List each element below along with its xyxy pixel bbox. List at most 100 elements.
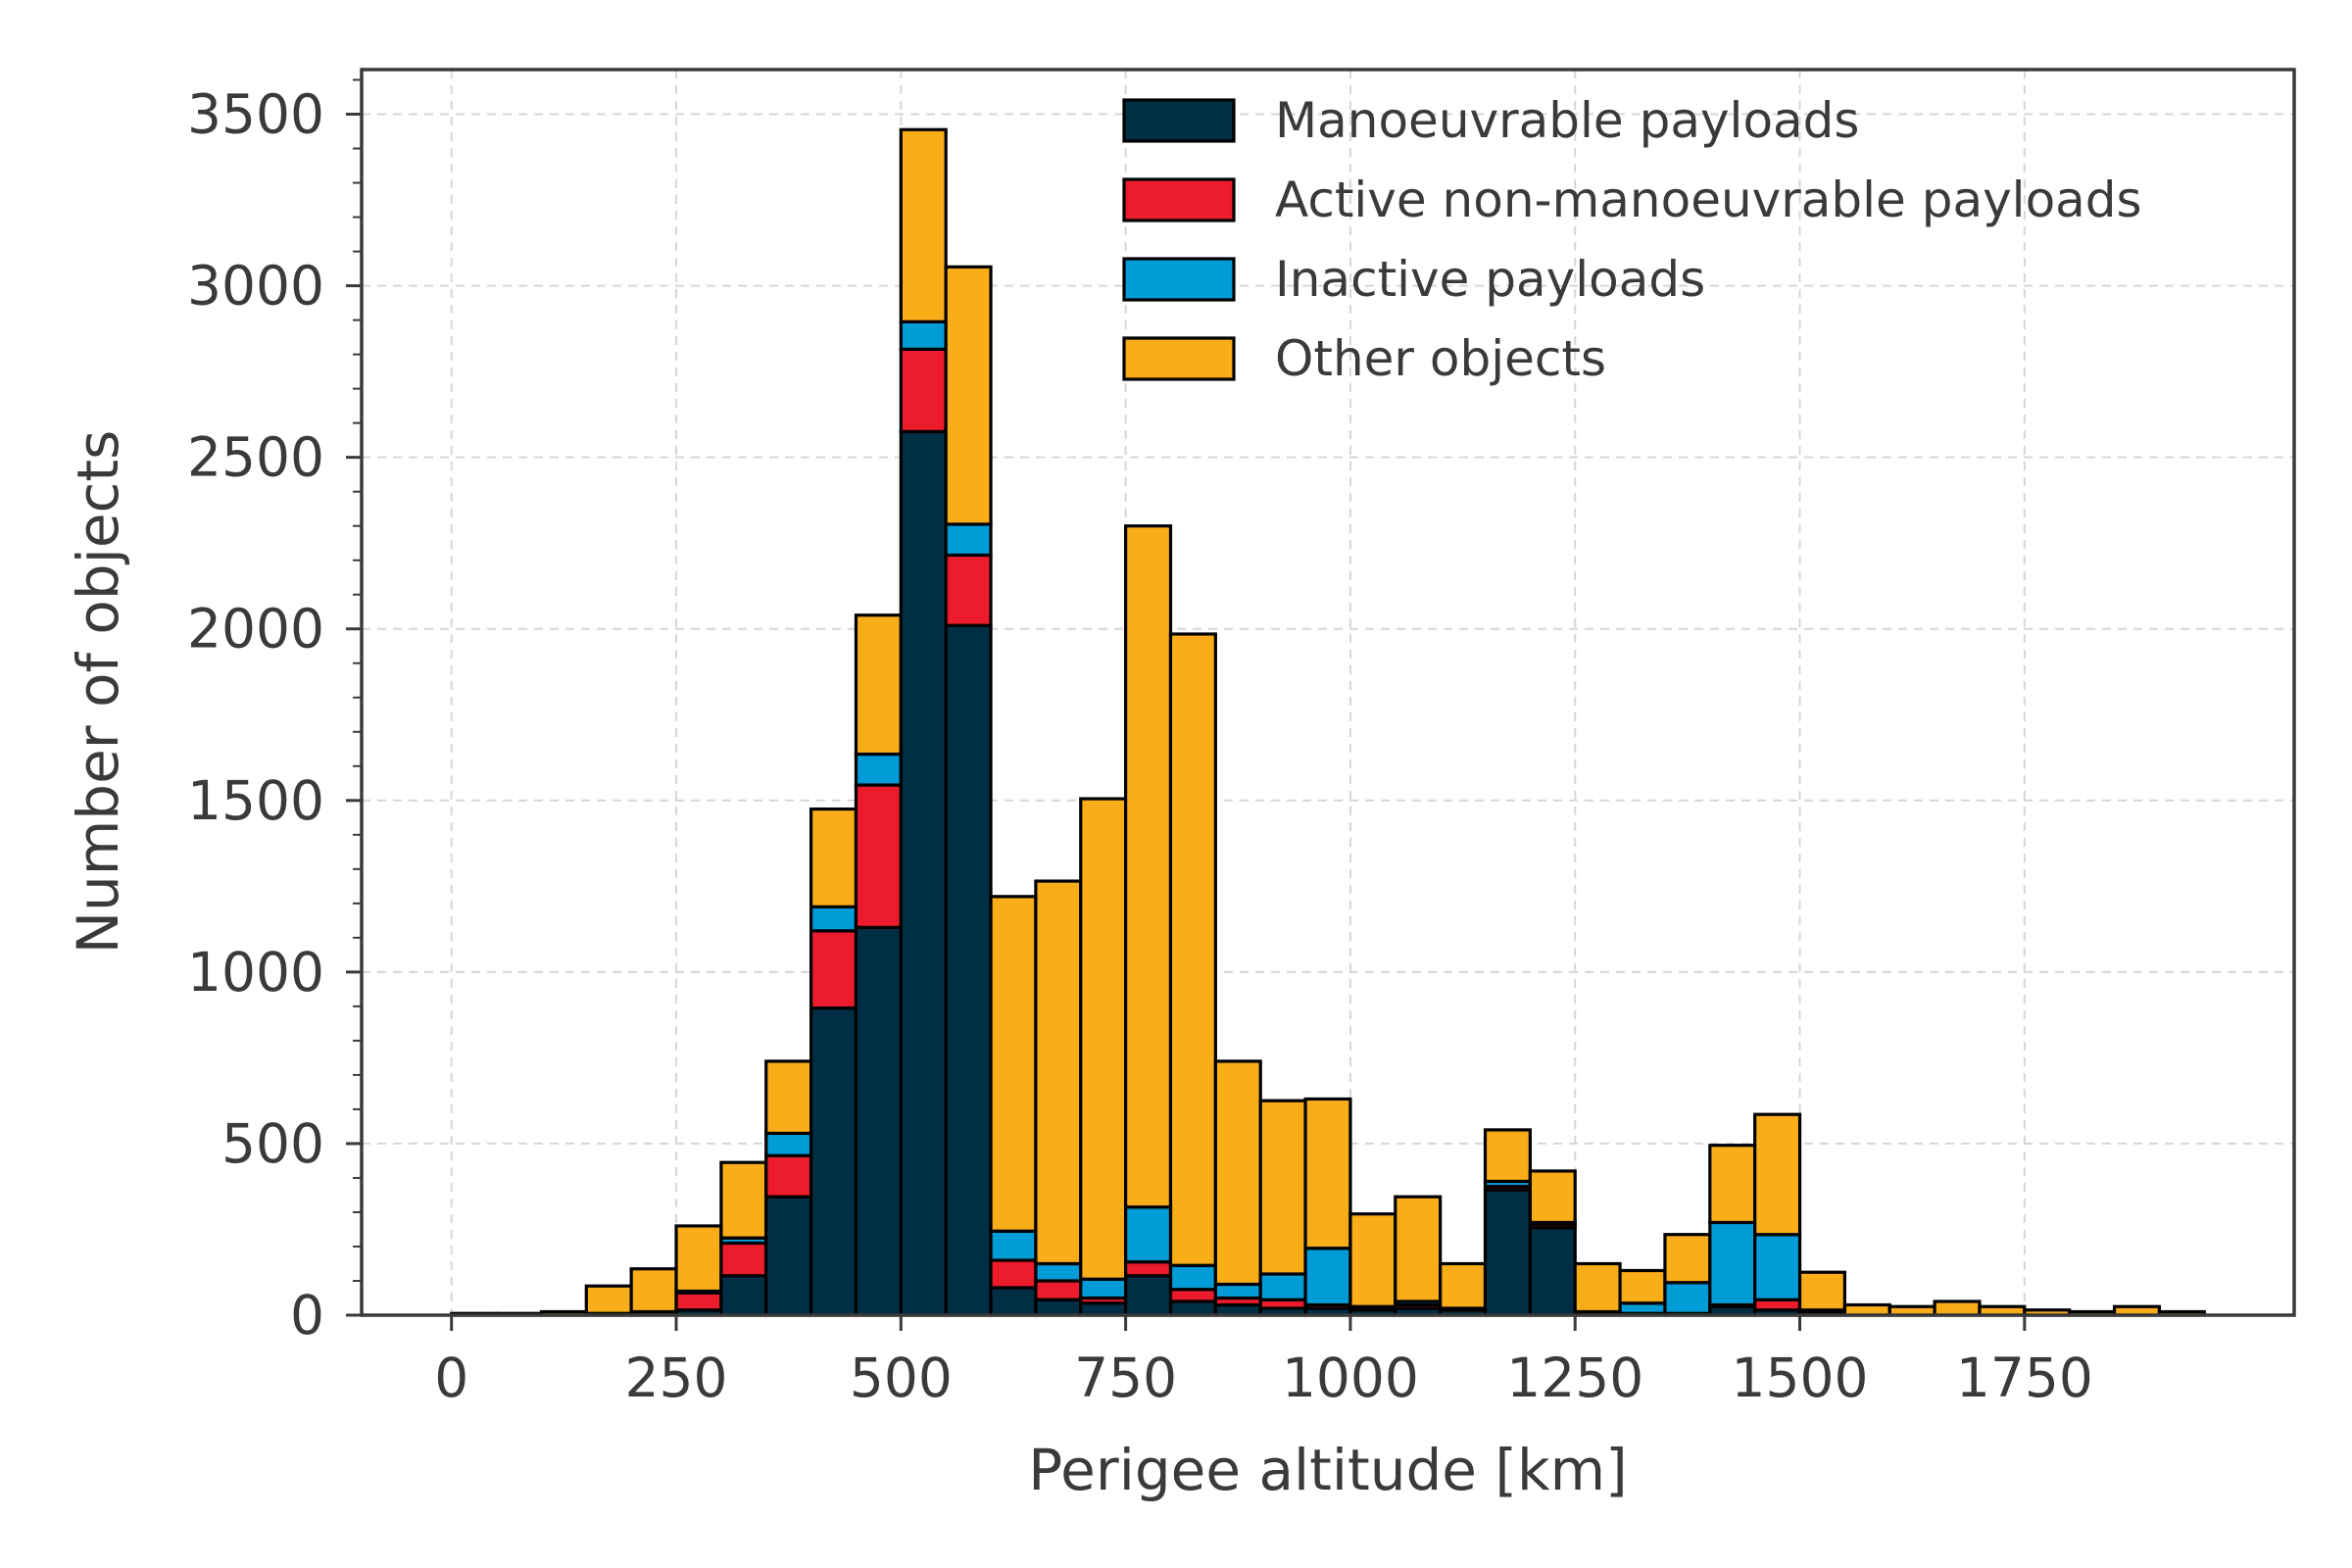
bar-segment-other-objects-1300 bbox=[1618, 1268, 1667, 1305]
bar-segment-other-objects-1500 bbox=[1797, 1270, 1846, 1312]
bar-segment-inactive-payloads-700 bbox=[1079, 1277, 1128, 1300]
bar-segment-inactive-payloads-800 bbox=[1168, 1263, 1217, 1292]
y-tick-label: 2000 bbox=[187, 598, 324, 661]
x-tick-label: 1500 bbox=[1732, 1347, 1869, 1409]
bar-segment-other-objects-500 bbox=[899, 127, 948, 323]
bars-layer bbox=[450, 127, 2206, 1317]
bar-segment-inactive-payloads-600 bbox=[989, 1229, 1038, 1262]
bar-segment-manoeuvrable-payloads-550 bbox=[944, 623, 993, 1317]
x-tick-label: 1000 bbox=[1282, 1347, 1419, 1409]
bar-segment-active-non-manoeuvrable-payloads-500 bbox=[899, 347, 948, 433]
bar-segment-inactive-payloads-650 bbox=[1034, 1261, 1083, 1283]
bar-segment-inactive-payloads-950 bbox=[1303, 1247, 1352, 1307]
bar-segment-inactive-payloads-450 bbox=[854, 752, 903, 787]
bar-segment-other-objects-950 bbox=[1303, 1097, 1352, 1250]
bar-segment-other-objects-1400 bbox=[1708, 1144, 1757, 1225]
bar-segment-inactive-payloads-500 bbox=[899, 319, 948, 351]
bar-segment-inactive-payloads-550 bbox=[944, 522, 993, 558]
bar-segment-other-objects-900 bbox=[1258, 1099, 1307, 1276]
bar-segment-other-objects-1450 bbox=[1753, 1112, 1802, 1237]
x-tick-label: 750 bbox=[1074, 1347, 1177, 1409]
legend-label-inactive-payloads: Inactive payloads bbox=[1275, 251, 1705, 308]
bar-segment-other-objects-1650 bbox=[1933, 1299, 1982, 1317]
bar-segment-inactive-payloads-400 bbox=[809, 905, 858, 933]
legend-swatch-other-objects bbox=[1122, 336, 1236, 381]
bar-segment-active-non-manoeuvrable-payloads-350 bbox=[764, 1153, 813, 1199]
bar-segment-other-objects-550 bbox=[944, 265, 993, 526]
bar-segment-inactive-payloads-850 bbox=[1213, 1282, 1262, 1300]
bar-segment-other-objects-850 bbox=[1213, 1059, 1262, 1287]
legend-label-active-non-manoeuvrable-payloads: Active non-manoeuvrable payloads bbox=[1275, 172, 2142, 228]
y-tick-label: 3000 bbox=[187, 255, 324, 318]
ticks-layer: 0 250 500 750 1000 1250 1500 1750 0 500 1000 1500 20… bbox=[187, 78, 2093, 1409]
bar-segment-other-objects-200 bbox=[629, 1267, 678, 1314]
x-tick-label: 500 bbox=[850, 1347, 953, 1409]
x-tick-label: 1750 bbox=[1956, 1347, 2093, 1409]
legend-label-manoeuvrable-payloads: Manoeuvrable payloads bbox=[1275, 92, 1859, 149]
bar-segment-manoeuvrable-payloads-300 bbox=[719, 1274, 768, 1317]
bar-segment-active-non-manoeuvrable-payloads-800 bbox=[1168, 1288, 1217, 1303]
bar-segment-active-non-manoeuvrable-payloads-250 bbox=[674, 1291, 723, 1312]
bar-segment-other-objects-300 bbox=[719, 1160, 768, 1240]
y-tick-label: 500 bbox=[221, 1112, 324, 1175]
bar-segment-other-objects-250 bbox=[674, 1224, 723, 1294]
bar-segment-active-non-manoeuvrable-payloads-750 bbox=[1124, 1260, 1173, 1278]
legend-swatch-manoeuvrable-payloads bbox=[1122, 98, 1236, 143]
bar-segment-manoeuvrable-payloads-600 bbox=[989, 1286, 1038, 1317]
bar-segment-inactive-payloads-350 bbox=[764, 1131, 813, 1157]
bar-segment-other-objects-1200 bbox=[1528, 1169, 1577, 1225]
bar-segment-inactive-payloads-900 bbox=[1258, 1272, 1307, 1301]
x-tick-label: 250 bbox=[625, 1347, 728, 1409]
bar-segment-active-non-manoeuvrable-payloads-650 bbox=[1034, 1279, 1083, 1301]
bar-segment-active-non-manoeuvrable-payloads-400 bbox=[809, 929, 858, 1010]
bar-segment-other-objects-1150 bbox=[1483, 1128, 1532, 1184]
y-tick-label: 0 bbox=[290, 1284, 324, 1347]
bar-segment-other-objects-1050 bbox=[1394, 1195, 1443, 1303]
bar-segment-manoeuvrable-payloads-400 bbox=[809, 1006, 858, 1317]
bar-segment-inactive-payloads-750 bbox=[1124, 1205, 1173, 1264]
legend-swatch-inactive-payloads bbox=[1122, 257, 1236, 302]
legend: Manoeuvrable payloads Active non-manoeuvr… bbox=[1122, 92, 2142, 387]
x-tick-label: 0 bbox=[434, 1347, 468, 1409]
bar-segment-manoeuvrable-payloads-1200 bbox=[1528, 1226, 1577, 1317]
x-axis-title: Perigee altitude [km] bbox=[1028, 1437, 1627, 1503]
bar-segment-manoeuvrable-payloads-1150 bbox=[1483, 1188, 1532, 1317]
x-tick-label: 1250 bbox=[1506, 1347, 1643, 1409]
bar-segment-other-objects-1350 bbox=[1663, 1233, 1712, 1285]
bar-segment-active-non-manoeuvrable-payloads-600 bbox=[989, 1258, 1038, 1290]
y-tick-label: 2500 bbox=[187, 426, 324, 489]
bar-segment-other-objects-650 bbox=[1034, 879, 1083, 1266]
bar-segment-other-objects-1100 bbox=[1439, 1261, 1488, 1310]
y-axis-title: Number of objects bbox=[65, 430, 131, 955]
plot-frame bbox=[360, 68, 2296, 1317]
bar-segment-manoeuvrable-payloads-800 bbox=[1168, 1299, 1217, 1317]
bar-segment-inactive-payloads-1450 bbox=[1753, 1233, 1802, 1301]
bar-segment-other-objects-400 bbox=[809, 807, 858, 908]
y-tick-label: 3500 bbox=[187, 83, 324, 146]
bar-segment-manoeuvrable-payloads-650 bbox=[1034, 1298, 1083, 1317]
legend-label-other-objects: Other objects bbox=[1275, 330, 1606, 387]
bar-segment-manoeuvrable-payloads-350 bbox=[764, 1195, 813, 1317]
bar-segment-manoeuvrable-payloads-750 bbox=[1124, 1274, 1173, 1317]
bar-segment-other-objects-700 bbox=[1079, 797, 1128, 1281]
bar-segment-other-objects-800 bbox=[1168, 632, 1217, 1267]
bar-segment-other-objects-600 bbox=[989, 895, 1038, 1233]
bar-segment-manoeuvrable-payloads-700 bbox=[1079, 1301, 1128, 1317]
bar-segment-active-non-manoeuvrable-payloads-550 bbox=[944, 553, 993, 627]
y-tick-label: 1500 bbox=[187, 769, 324, 832]
bar-segment-other-objects-1000 bbox=[1348, 1212, 1397, 1308]
bar-segment-inactive-payloads-1350 bbox=[1663, 1281, 1712, 1315]
bar-segment-inactive-payloads-1400 bbox=[1708, 1220, 1757, 1307]
bar-segment-active-non-manoeuvrable-payloads-450 bbox=[854, 783, 903, 929]
bar-segment-manoeuvrable-payloads-500 bbox=[899, 429, 948, 1317]
bar-segment-other-objects-1250 bbox=[1573, 1261, 1622, 1314]
bar-segment-other-objects-750 bbox=[1124, 524, 1173, 1209]
bar-segment-other-objects-450 bbox=[854, 613, 903, 757]
bar-segment-other-objects-350 bbox=[764, 1059, 813, 1136]
y-tick-label: 1000 bbox=[187, 941, 324, 1004]
legend-swatch-active-non-manoeuvrable-payloads bbox=[1122, 177, 1236, 222]
bar-segment-other-objects-150 bbox=[584, 1284, 633, 1315]
bar-segment-manoeuvrable-payloads-450 bbox=[854, 925, 903, 1317]
bar-segment-active-non-manoeuvrable-payloads-300 bbox=[719, 1241, 768, 1278]
